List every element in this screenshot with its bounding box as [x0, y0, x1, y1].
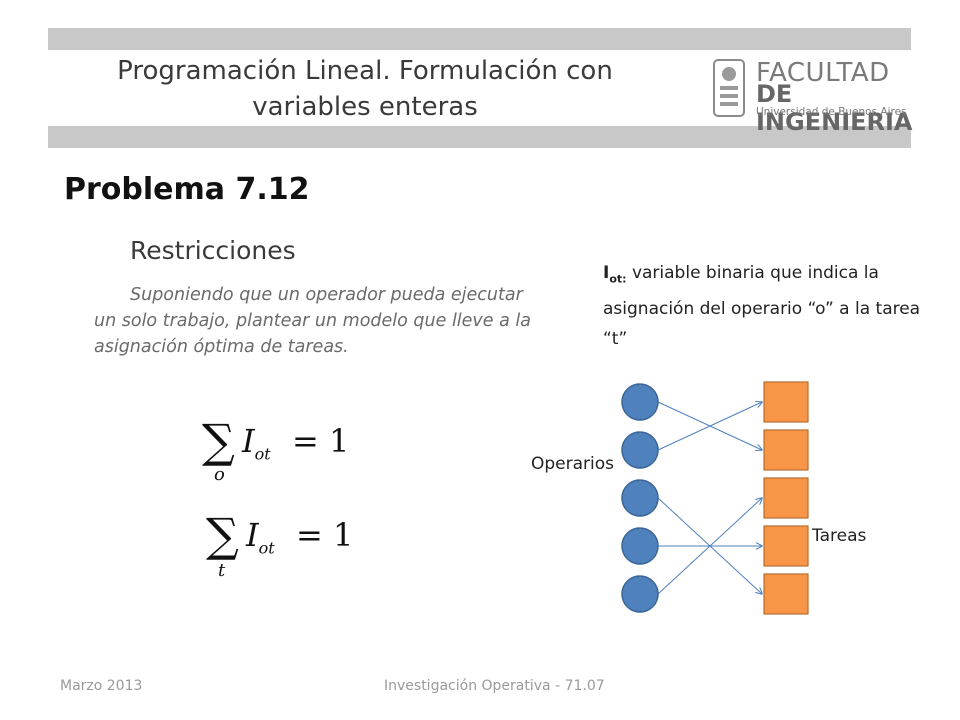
- task-node: [763, 477, 809, 519]
- variable-name: I: [246, 516, 259, 554]
- variable-subscript: ot: [254, 444, 271, 464]
- operators-label: Operarios: [531, 454, 615, 474]
- header-bottom-bar: [48, 126, 911, 148]
- problem-heading: Problema 7.12: [64, 172, 310, 207]
- sum-index: o: [214, 464, 225, 485]
- sum-symbol: ∑: [206, 508, 239, 562]
- title-line-1: Programación Lineal. Formulación con: [117, 56, 613, 86]
- definition-text: variable binaria que indica la asignació…: [603, 263, 921, 350]
- variable-name: I: [242, 422, 255, 460]
- operator-node: [621, 479, 659, 517]
- formula-variable: Iot: [246, 516, 275, 557]
- assignment-arrow: [657, 402, 762, 451]
- formula-rhs: = 1: [292, 422, 350, 460]
- assignment-diagram: [621, 381, 809, 615]
- problem-statement: Suponiendo que un operador pueda ejecuta…: [94, 285, 531, 357]
- footer-course: Investigación Operativa - 71.07: [384, 678, 605, 694]
- definition-label-sub: ot:: [609, 272, 627, 286]
- task-node: [763, 525, 809, 567]
- footer-date: Marzo 2013: [60, 678, 143, 694]
- operator-node: [621, 383, 659, 421]
- slide-title: Programación Lineal. Formulación con var…: [90, 53, 640, 125]
- tasks-label: Tareas: [812, 526, 867, 546]
- logo-line-3: Universidad de Buenos Aires: [756, 106, 907, 118]
- constraint-formula-1: ∑ o Iot = 1: [202, 418, 362, 488]
- task-node: [763, 429, 809, 471]
- task-node: [763, 381, 809, 423]
- constraint-formula-2: ∑ t Iot = 1: [206, 512, 366, 586]
- variable-definition: Iot: variable binaria que indica la asig…: [603, 258, 923, 354]
- operator-node: [621, 527, 659, 565]
- faculty-logo: FACULTAD DE INGENIERIA Universidad de Bu…: [708, 58, 918, 136]
- sum-index: t: [218, 560, 226, 581]
- formula-rhs: = 1: [296, 516, 354, 554]
- definition-label: Iot:: [603, 263, 627, 286]
- variable-subscript: ot: [258, 538, 275, 558]
- formula-variable: Iot: [242, 422, 271, 463]
- logo-line-2: DE INGENIERIA: [756, 80, 913, 136]
- sum-symbol: ∑: [202, 414, 235, 468]
- header-top-bar: [48, 28, 911, 50]
- operator-node: [621, 575, 659, 613]
- task-node: [763, 573, 809, 615]
- logo-line-1: FACULTAD: [756, 58, 890, 88]
- operator-node: [621, 431, 659, 469]
- definition-label-var: I: [603, 263, 610, 283]
- faculty-emblem-icon: [713, 59, 745, 117]
- title-line-2: variables enteras: [252, 92, 478, 122]
- restrictions-subheading: Restricciones: [130, 236, 296, 265]
- assignment-arrow: [657, 498, 762, 595]
